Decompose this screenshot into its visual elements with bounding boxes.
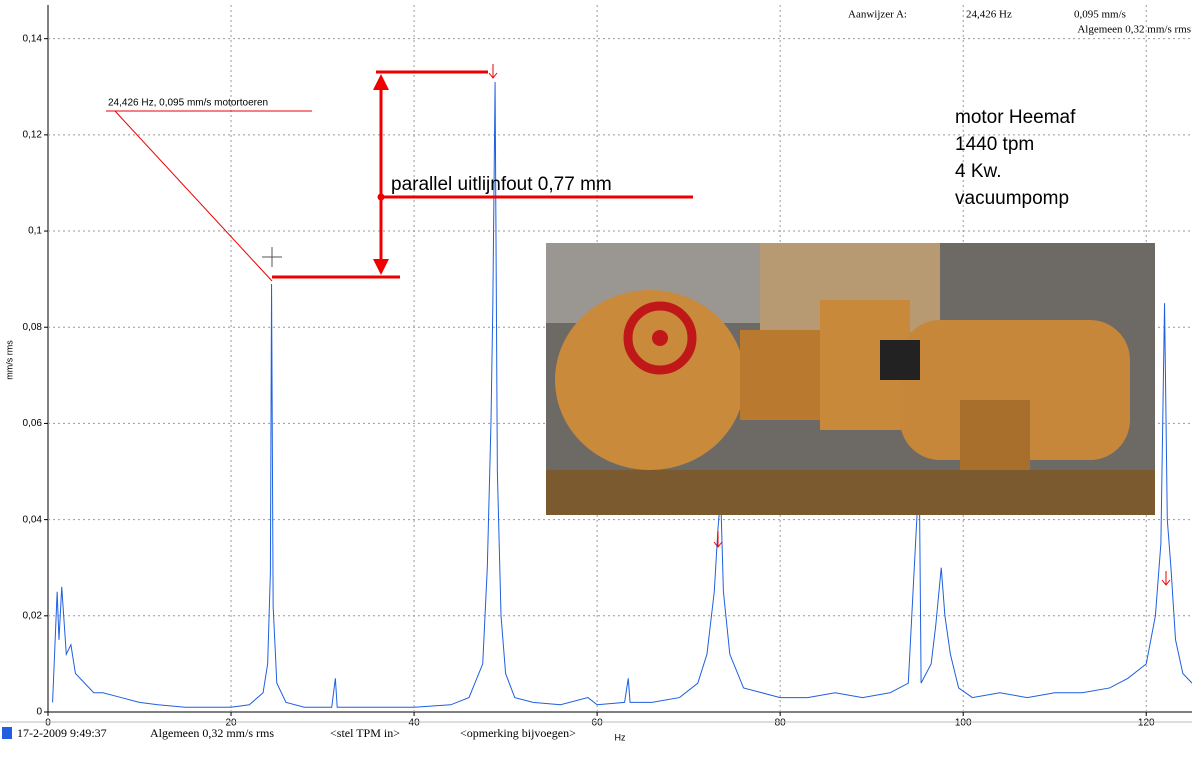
y-tick-label: 0,14 xyxy=(23,33,43,44)
leader-line xyxy=(114,110,273,282)
y-tick-label: 0 xyxy=(36,707,42,718)
photo xyxy=(546,243,1155,515)
y-tick-label: 0,1 xyxy=(28,226,42,237)
x-tick-label: 60 xyxy=(592,718,604,729)
footer-timestamp: 17-2-2009 9:49:37 xyxy=(17,726,107,740)
cursor-label: Aanwijzer A: xyxy=(848,9,907,21)
motor-note: 1440 tpm xyxy=(955,134,1034,155)
y-tick-label: 0,04 xyxy=(23,514,43,525)
y-tick-label: 0,02 xyxy=(23,610,43,621)
x-tick-label: 120 xyxy=(1138,718,1155,729)
x-tick-label: 100 xyxy=(955,718,972,729)
y-tick-label: 0,06 xyxy=(23,418,43,429)
x-tick-label: 40 xyxy=(409,718,421,729)
x-tick-label: 20 xyxy=(225,718,237,729)
misalignment-label: parallel uitlijnfout 0,77 mm xyxy=(391,174,612,195)
x-tick-label: 80 xyxy=(775,718,787,729)
y-axis-label: mm/s rms xyxy=(4,340,14,380)
x-tick-label: 0 xyxy=(45,718,51,729)
peak-arrows xyxy=(488,64,1171,586)
peak-label: 24,426 Hz, 0,095 mm/s motortoeren xyxy=(108,98,268,109)
y-tick-label: 0,08 xyxy=(23,322,43,333)
overall-header: Algemeen 0,32 mm/s rms xyxy=(1077,24,1191,36)
cursor-freq: 24,426 Hz xyxy=(966,9,1012,21)
motor-note: vacuumpomp xyxy=(955,188,1069,209)
motor-note: motor Heemaf xyxy=(955,107,1076,128)
motor-note: 4 Kw. xyxy=(955,161,1001,182)
x-axis-label: Hz xyxy=(615,732,626,742)
footer-overall: Algemeen 0,32 mm/s rms xyxy=(150,726,274,740)
footer-remark: <opmerking bijvoegen> xyxy=(460,726,576,740)
cursor-amp: 0,095 mm/s xyxy=(1074,9,1126,21)
misalignment-marker xyxy=(272,70,693,279)
spectrum-line xyxy=(52,81,1192,708)
cursor xyxy=(262,247,282,267)
y-tick-label: 0,12 xyxy=(23,129,43,140)
series-swatch xyxy=(2,727,12,739)
footer-tpm: <stel TPM in> xyxy=(330,726,400,740)
